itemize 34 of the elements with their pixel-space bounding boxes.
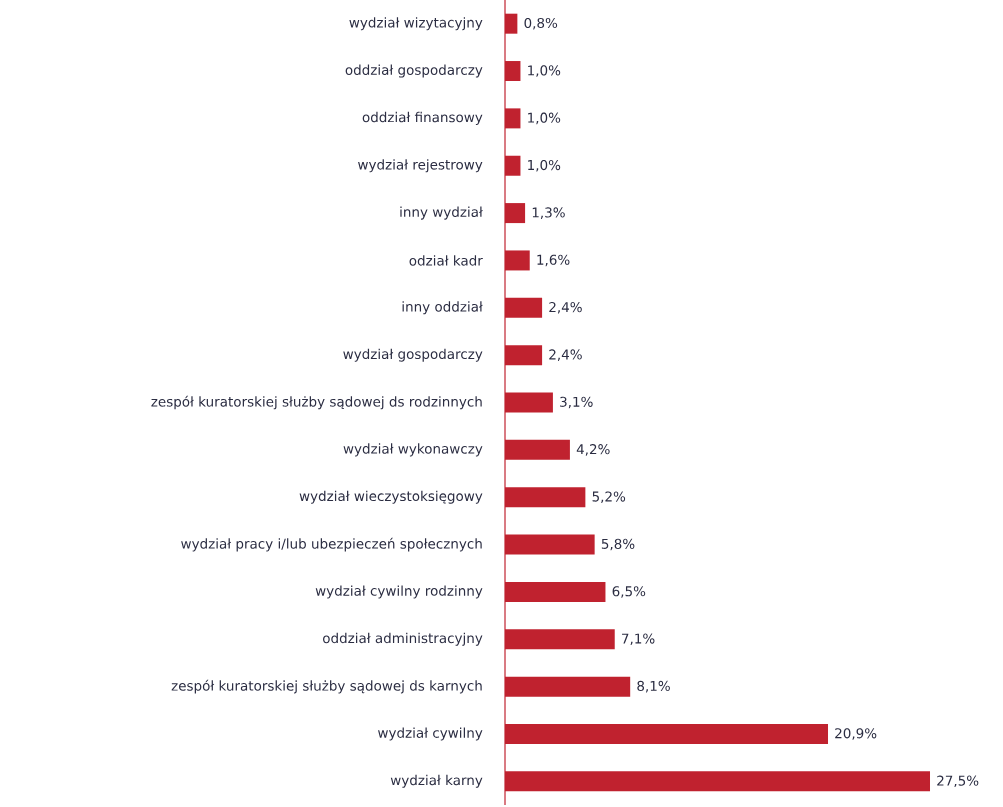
data-label: 1,3% <box>532 207 565 219</box>
data-label: 2,4% <box>549 349 582 361</box>
data-label: 3,1% <box>560 396 593 409</box>
data-label: 5,8% <box>601 538 635 551</box>
y-tick-label: wydział rejestrowy <box>358 159 483 173</box>
data-label: 1,0% <box>528 159 561 172</box>
y-tick-label: odział kadr <box>409 255 483 266</box>
y-tick-label: inny oddział <box>402 301 483 315</box>
y-tick-label: wydział wieczystoksięgowy <box>299 490 483 504</box>
data-label: 1,0% <box>528 65 561 77</box>
data-label: 20,9% <box>835 728 877 740</box>
data-label: 2,4% <box>549 302 582 314</box>
y-tick-label: oddział gospodarczy <box>345 64 483 78</box>
data-label: 4,2% <box>576 444 610 456</box>
y-tick-label: wydział pracy i/lub ubezpieczeń społecznych <box>181 537 482 552</box>
data-label: 1,0% <box>528 112 561 125</box>
y-tick-label: inny wydział <box>400 206 483 220</box>
data-label: 7,1% <box>622 633 655 646</box>
y-tick-label: wydział gospodarczy <box>343 348 483 362</box>
y-tick-label: wydział karny <box>390 774 483 788</box>
data-label: 5,2% <box>592 491 626 503</box>
data-label: 6,5% <box>612 586 646 598</box>
y-tick-label: oddział finansowy <box>362 111 483 125</box>
data-label: 1,6% <box>537 254 570 267</box>
y-tick-label: wydział cywilny rodzinny <box>315 585 483 599</box>
y-tick-label: wydział wykonawczy <box>343 443 483 457</box>
data-label: 27,5% <box>937 775 979 788</box>
y-tick-label: zespół kuratorskiej służby sądowej ds rodzinnych <box>151 395 482 410</box>
data-label: 8,1% <box>637 680 670 693</box>
data-label: 0,8% <box>524 17 558 30</box>
y-tick-label: wydział cywilny <box>378 727 483 741</box>
y-tick-label: wydział wizytacyjny <box>349 17 483 31</box>
y-tick-label: zespół kuratorskiej służby sądowej ds karnych <box>171 679 482 694</box>
y-tick-label: oddział administracyjny <box>323 632 483 646</box>
